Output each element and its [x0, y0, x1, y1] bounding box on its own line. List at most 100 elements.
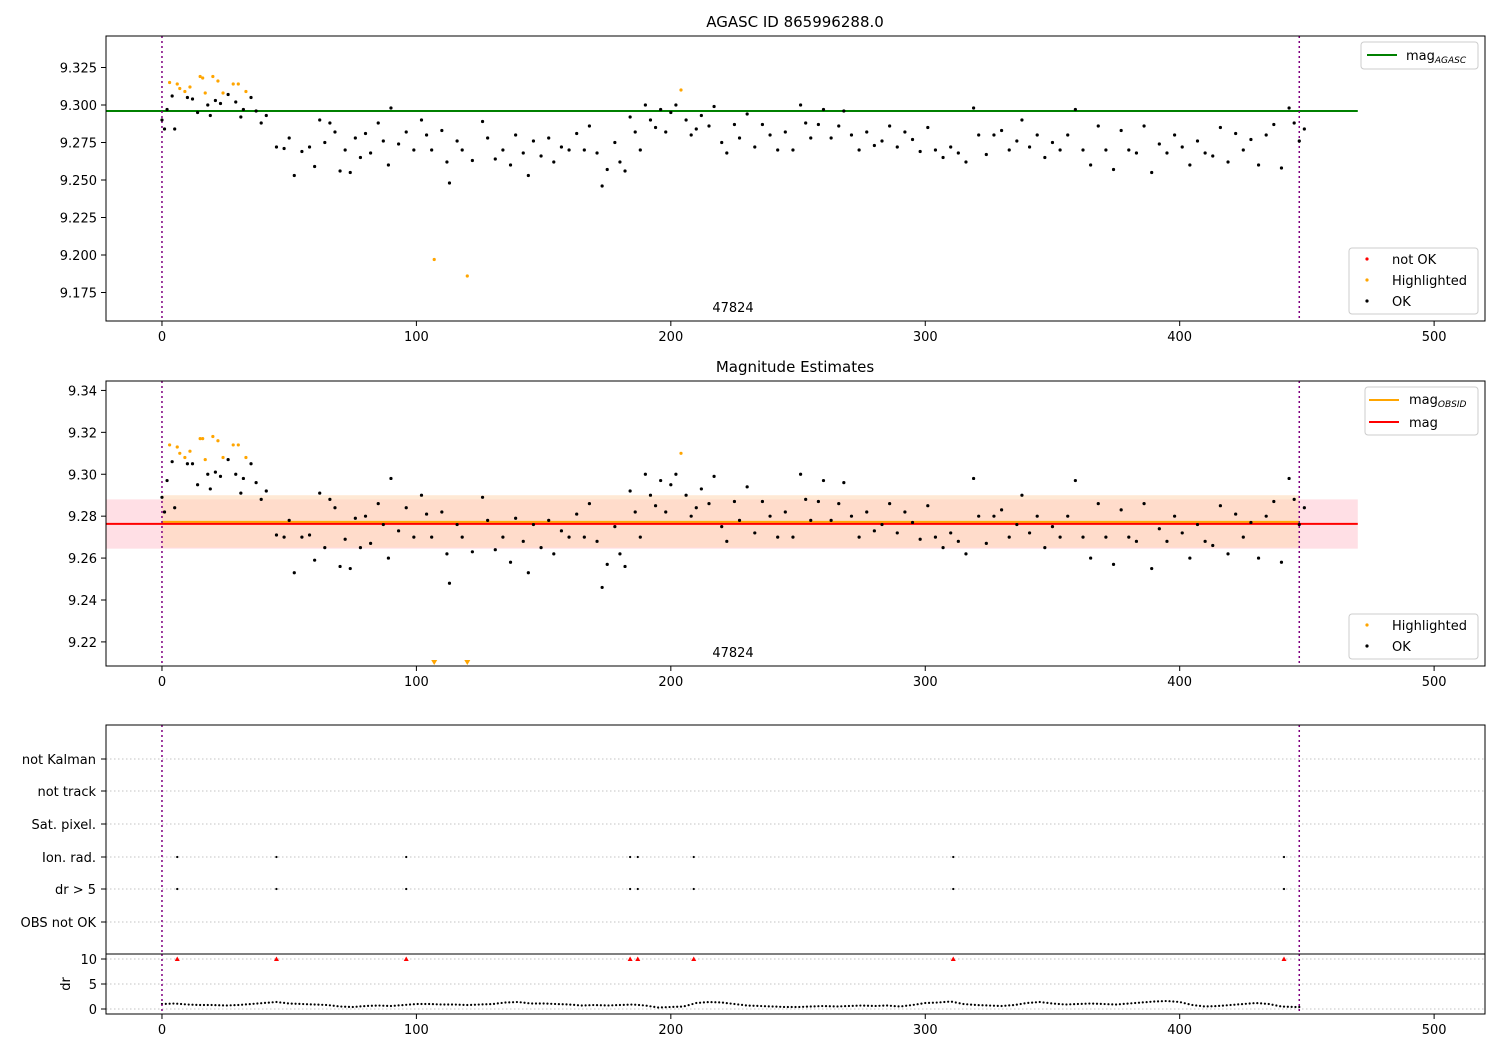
ok-point-171	[1292, 497, 1296, 502]
dr-point-2	[199, 1003, 202, 1007]
dr-point-86	[1256, 1002, 1259, 1005]
ok-point-150	[1134, 539, 1139, 543]
dr-point-42	[698, 1001, 702, 1004]
dr-point-5	[225, 1004, 228, 1007]
ok-point-78	[633, 130, 637, 134]
ok-point-147	[1111, 167, 1116, 172]
ok-point-162	[1226, 160, 1230, 164]
ok-point-2	[165, 478, 169, 483]
ok-point-169	[1279, 166, 1284, 170]
dr-point-56	[874, 1004, 877, 1008]
dr-point-25	[485, 1003, 488, 1006]
dr-point-33	[588, 1004, 591, 1007]
dr-point-13	[336, 1005, 339, 1008]
ok-point-31	[338, 169, 342, 173]
dr-point-36	[626, 1003, 629, 1006]
dr-point-47	[771, 1005, 774, 1008]
flag-row-label-4: dr > 5	[55, 883, 96, 898]
ok-point-137	[1035, 514, 1039, 518]
ok-point-41	[389, 106, 393, 110]
dr-point-29	[538, 1002, 541, 1005]
ok-point-90	[699, 113, 703, 118]
ok-point-127	[964, 160, 968, 164]
ok-point-84	[664, 510, 668, 514]
y-tick-label-3: 9.250	[60, 174, 97, 189]
dr-point-16	[370, 1004, 373, 1007]
dr-point-31	[557, 1003, 560, 1006]
dr-point-89	[1294, 1005, 1297, 1009]
ok-point-81	[648, 493, 653, 497]
y-tick-label-1: 9.200	[60, 249, 97, 264]
x-tick-label-300: 300	[913, 675, 938, 690]
ok-point-13	[234, 100, 238, 104]
dr-point-8	[263, 1001, 267, 1005]
dr-point-0	[172, 1002, 175, 1005]
dr-point-70	[1061, 1003, 1064, 1006]
dr-point-47	[763, 1005, 767, 1008]
y-tick-label-1: 9.24	[68, 594, 97, 609]
ok-point-88	[689, 514, 693, 518]
ok-point-82	[653, 125, 658, 130]
dr-point-56	[878, 1004, 881, 1007]
ok-point-131	[992, 133, 996, 137]
dr-point-11	[309, 1003, 312, 1006]
ok-point-34	[353, 516, 357, 520]
flag-point-4-6	[952, 887, 955, 891]
dr-point-88	[1290, 1005, 1293, 1009]
dr-point-59	[920, 1002, 923, 1005]
ok-point-8	[206, 103, 210, 107]
ok-point-92	[712, 104, 716, 109]
ok-point-51	[455, 139, 459, 143]
ok-point-7	[195, 483, 200, 487]
ok-point-160	[1211, 543, 1215, 548]
dr-point-28	[527, 1002, 530, 1005]
ok-point-83	[659, 107, 663, 112]
dr-point-62	[950, 1000, 954, 1003]
dr-point-37	[641, 1004, 644, 1007]
ok-point-14	[239, 491, 243, 495]
ok-point-156	[1180, 531, 1184, 535]
x-tick-label-100: 100	[404, 1023, 429, 1038]
x-tick-label-0: 0	[158, 330, 166, 345]
ok-point-107	[816, 122, 820, 127]
ok-point-47	[430, 535, 434, 539]
ok-point-110	[837, 124, 841, 128]
ok-point-77	[628, 489, 632, 493]
ok-point-135	[1020, 118, 1024, 122]
ok-point-76	[623, 564, 627, 569]
dr-point-11	[305, 1003, 309, 1006]
flag-point-3-2	[405, 855, 408, 859]
legend-mag-label: mag	[1409, 416, 1438, 431]
ok-point-0	[160, 118, 164, 122]
x-tick-label-0: 0	[158, 675, 166, 690]
dr-point-17	[378, 1004, 381, 1007]
ok-point-29	[328, 497, 332, 502]
dr-point-85	[1244, 1002, 1247, 1005]
ok-point-20	[274, 533, 279, 537]
panel1-x-axis: 0 100 200 300 400 500	[158, 321, 1447, 345]
dr-point-37	[634, 1003, 637, 1006]
ok-point-98	[753, 531, 757, 535]
ok-point-75	[618, 552, 622, 556]
agasc-panel: AGASC ID 865996288.0 0 100 200 300 400 500 9.…	[60, 13, 1486, 345]
ok-point-56	[493, 157, 497, 161]
dr-point-1	[176, 1002, 179, 1005]
dr-point-76	[1137, 1001, 1141, 1004]
dr-point-64	[985, 1004, 988, 1007]
ok-point-48	[440, 510, 444, 514]
dr-point-35	[615, 1004, 618, 1007]
ok-point-30	[333, 130, 337, 134]
ok-point-95	[732, 499, 737, 504]
dr-x-axis: 0 100 200 300 400 500	[158, 1014, 1447, 1038]
dr-point-86	[1263, 1002, 1267, 1005]
dr-point-68	[1034, 1001, 1038, 1004]
dr-point-58	[905, 1004, 908, 1007]
ok-point-39	[381, 139, 385, 143]
dr-point-11	[313, 1003, 316, 1006]
ok-point-156	[1180, 145, 1184, 149]
dr-point-44	[721, 1001, 725, 1004]
flag-row-label-1: not track	[37, 785, 96, 800]
panel1-point-legend: not OK Highlighted OK	[1348, 247, 1479, 315]
ok-point-69	[582, 148, 586, 152]
ok-point-17	[254, 481, 258, 485]
